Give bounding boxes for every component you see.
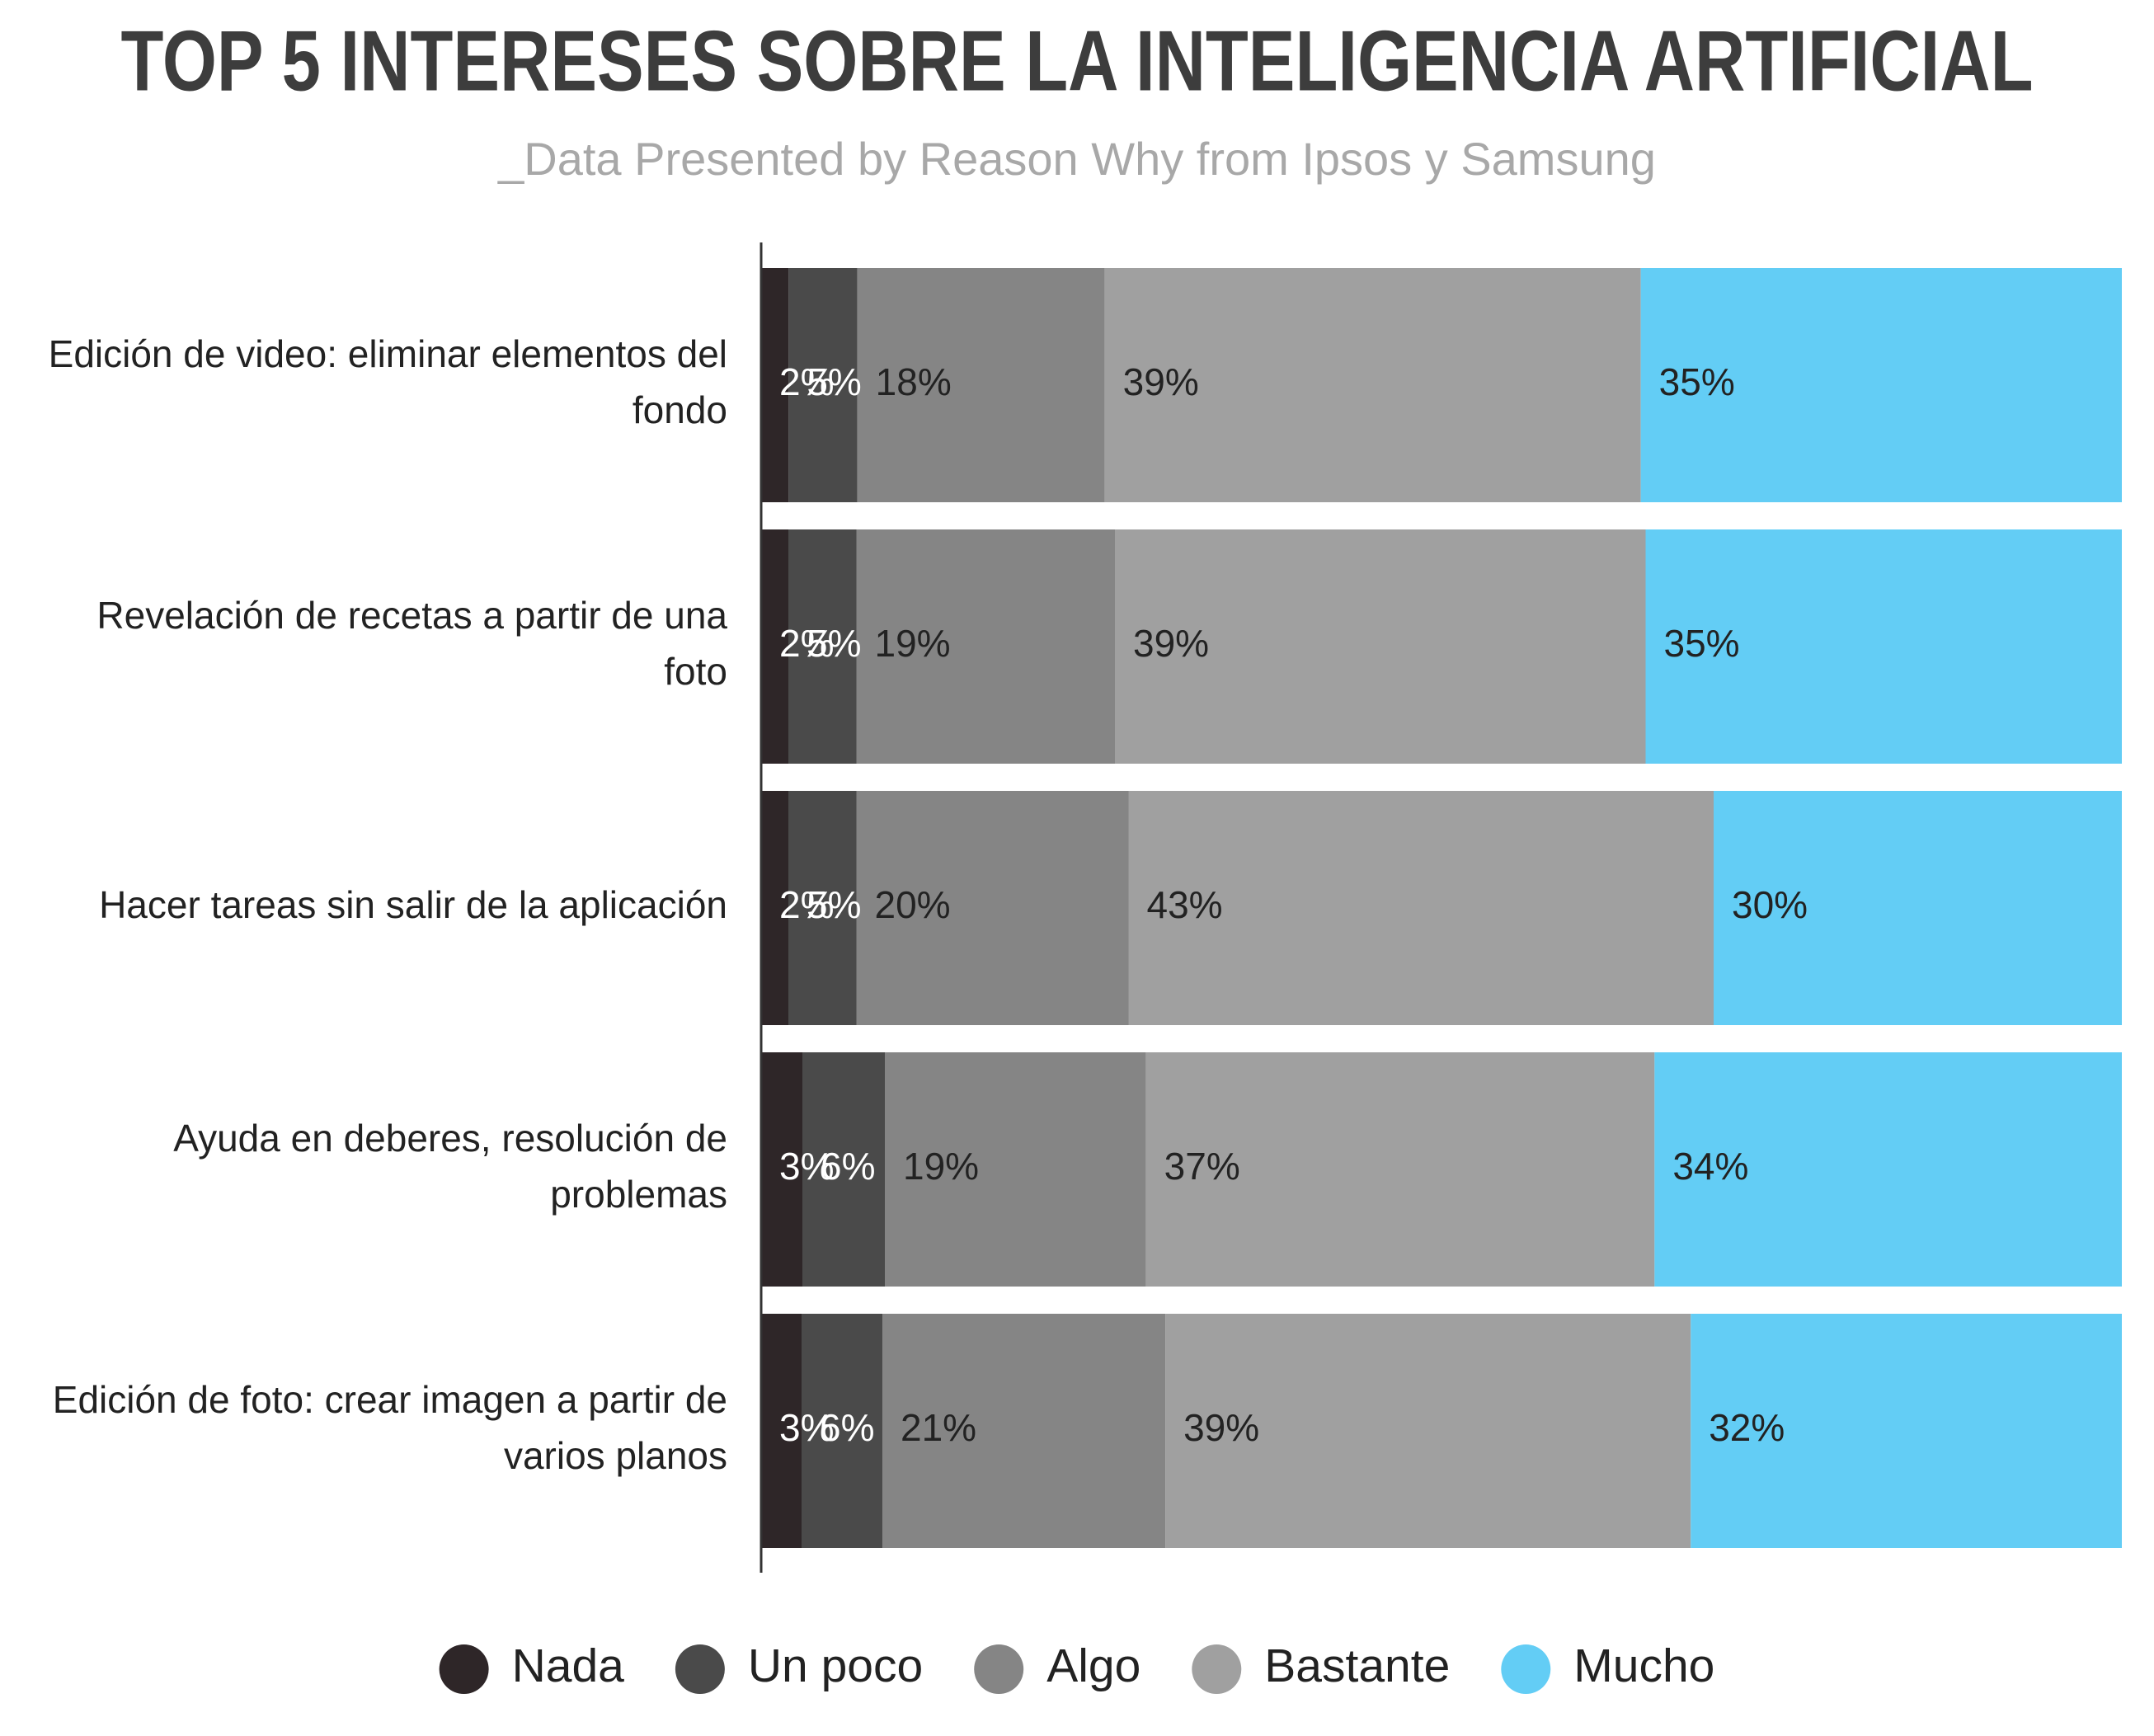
bar-segment xyxy=(761,1314,802,1548)
category-label: Edición de foto: crear imagen a partir d… xyxy=(53,1378,727,1477)
bar-segment xyxy=(1654,1052,2122,1287)
bar-segment xyxy=(885,1052,1146,1287)
value-label: 2% xyxy=(779,883,834,926)
bar-segment xyxy=(1640,268,2122,502)
value-label: 2% xyxy=(779,360,834,403)
value-label: 35% xyxy=(1664,622,1740,665)
bar-segment xyxy=(856,529,1115,764)
value-label: 21% xyxy=(901,1406,976,1449)
bar-segment xyxy=(1165,1314,1691,1548)
legend-label: Nada xyxy=(512,1640,625,1692)
value-label: 3% xyxy=(779,1406,834,1449)
legend-swatch xyxy=(1501,1644,1551,1694)
category-label: Revelación de recetas a partir de una fot… xyxy=(96,594,727,693)
value-label: 19% xyxy=(903,1145,979,1188)
value-label: 43% xyxy=(1147,883,1223,926)
bar-segment xyxy=(1104,268,1641,502)
legend-label: Algo xyxy=(1046,1640,1140,1692)
bar-segment xyxy=(761,268,789,502)
bar-segment xyxy=(1115,529,1646,764)
bar-segment xyxy=(788,529,857,764)
legend-swatch xyxy=(1192,1644,1242,1694)
value-label: 39% xyxy=(1123,360,1199,403)
value-label: 39% xyxy=(1133,622,1209,665)
bar-segment xyxy=(882,1314,1166,1548)
value-label: 5% xyxy=(807,883,861,926)
legend: Nada Un poco Algo Bastante Mucho xyxy=(439,1640,1714,1694)
value-label: 19% xyxy=(875,622,951,665)
bar-segment xyxy=(761,529,788,764)
legend-swatch xyxy=(675,1644,725,1694)
bar-segment xyxy=(761,791,788,1025)
legend-label: Bastante xyxy=(1264,1640,1450,1692)
value-label: 5% xyxy=(807,622,861,665)
value-label: 32% xyxy=(1709,1406,1785,1449)
legend-swatch xyxy=(974,1644,1024,1694)
bar-segment xyxy=(1145,1052,1655,1287)
bar-segment xyxy=(1691,1314,2122,1548)
bar-segment xyxy=(1128,791,1714,1025)
bar-segment xyxy=(1714,791,2122,1025)
value-label: 37% xyxy=(1164,1145,1240,1188)
value-label: 35% xyxy=(1659,360,1735,403)
legend-label: Un poco xyxy=(748,1640,923,1692)
bar-segment xyxy=(761,1052,802,1287)
bar-segment xyxy=(788,791,857,1025)
bar-segment xyxy=(857,268,1105,502)
chart-title: TOP 5 INTERESES SOBRE LA INTELIGENCIA AR… xyxy=(121,13,2034,109)
value-label: 6% xyxy=(820,1406,874,1449)
bar-segment xyxy=(802,1314,883,1548)
legend-label: Mucho xyxy=(1573,1640,1714,1692)
value-label: 5% xyxy=(807,360,861,403)
value-label: 34% xyxy=(1672,1145,1748,1188)
value-label: 20% xyxy=(875,883,951,926)
category-label: Ayuda en deberes, resolución de problemas xyxy=(173,1117,727,1216)
bar-segment xyxy=(788,268,858,502)
category-label: Hacer tareas sin salir de la aplicación xyxy=(99,883,727,926)
value-label: 30% xyxy=(1732,883,1808,926)
chart-subtitle: _Data Presented by Reason Why from Ipsos… xyxy=(497,133,1656,185)
bar-segment xyxy=(802,1052,885,1287)
value-label: 18% xyxy=(876,360,952,403)
value-label: 6% xyxy=(821,1145,875,1188)
value-label: 3% xyxy=(779,1145,834,1188)
bar-segment xyxy=(1645,529,2122,764)
category-label: Edición de video: eliminar elementos del… xyxy=(49,332,727,431)
value-label: 2% xyxy=(779,622,834,665)
bar-segment xyxy=(856,791,1129,1025)
value-label: 39% xyxy=(1183,1406,1259,1449)
legend-swatch xyxy=(439,1644,489,1694)
